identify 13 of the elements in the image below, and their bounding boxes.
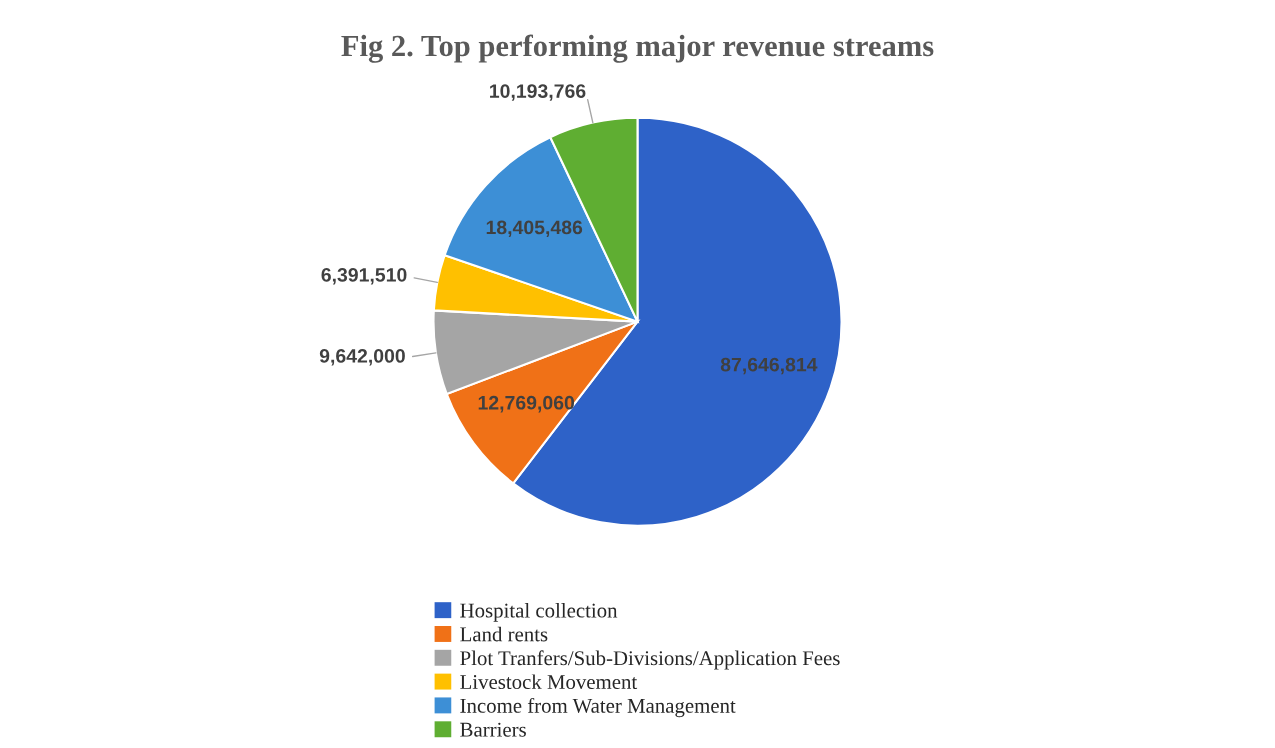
data-label: 18,405,486 <box>486 220 583 238</box>
legend-label: Plot Tranfers/Sub-Divisions/Application Fees <box>460 650 840 670</box>
legend-label: Land rents <box>460 626 548 642</box>
legend-label: Barriers <box>460 722 526 737</box>
data-label: 6,391,510 <box>321 267 407 285</box>
legend-label: Livestock Movement <box>460 674 638 690</box>
data-label: 10,193,766 <box>490 84 586 101</box>
data-label: 9,642,000 <box>319 349 405 366</box>
data-label: 12,769,060 <box>478 395 575 413</box>
legend-label: Income from Water Management <box>460 697 736 718</box>
chart-title: Fig 2. Top performing major revenue streams <box>341 34 934 63</box>
legend-label: Hospital collection <box>460 602 618 622</box>
data-label: 87,646,814 <box>720 357 818 375</box>
